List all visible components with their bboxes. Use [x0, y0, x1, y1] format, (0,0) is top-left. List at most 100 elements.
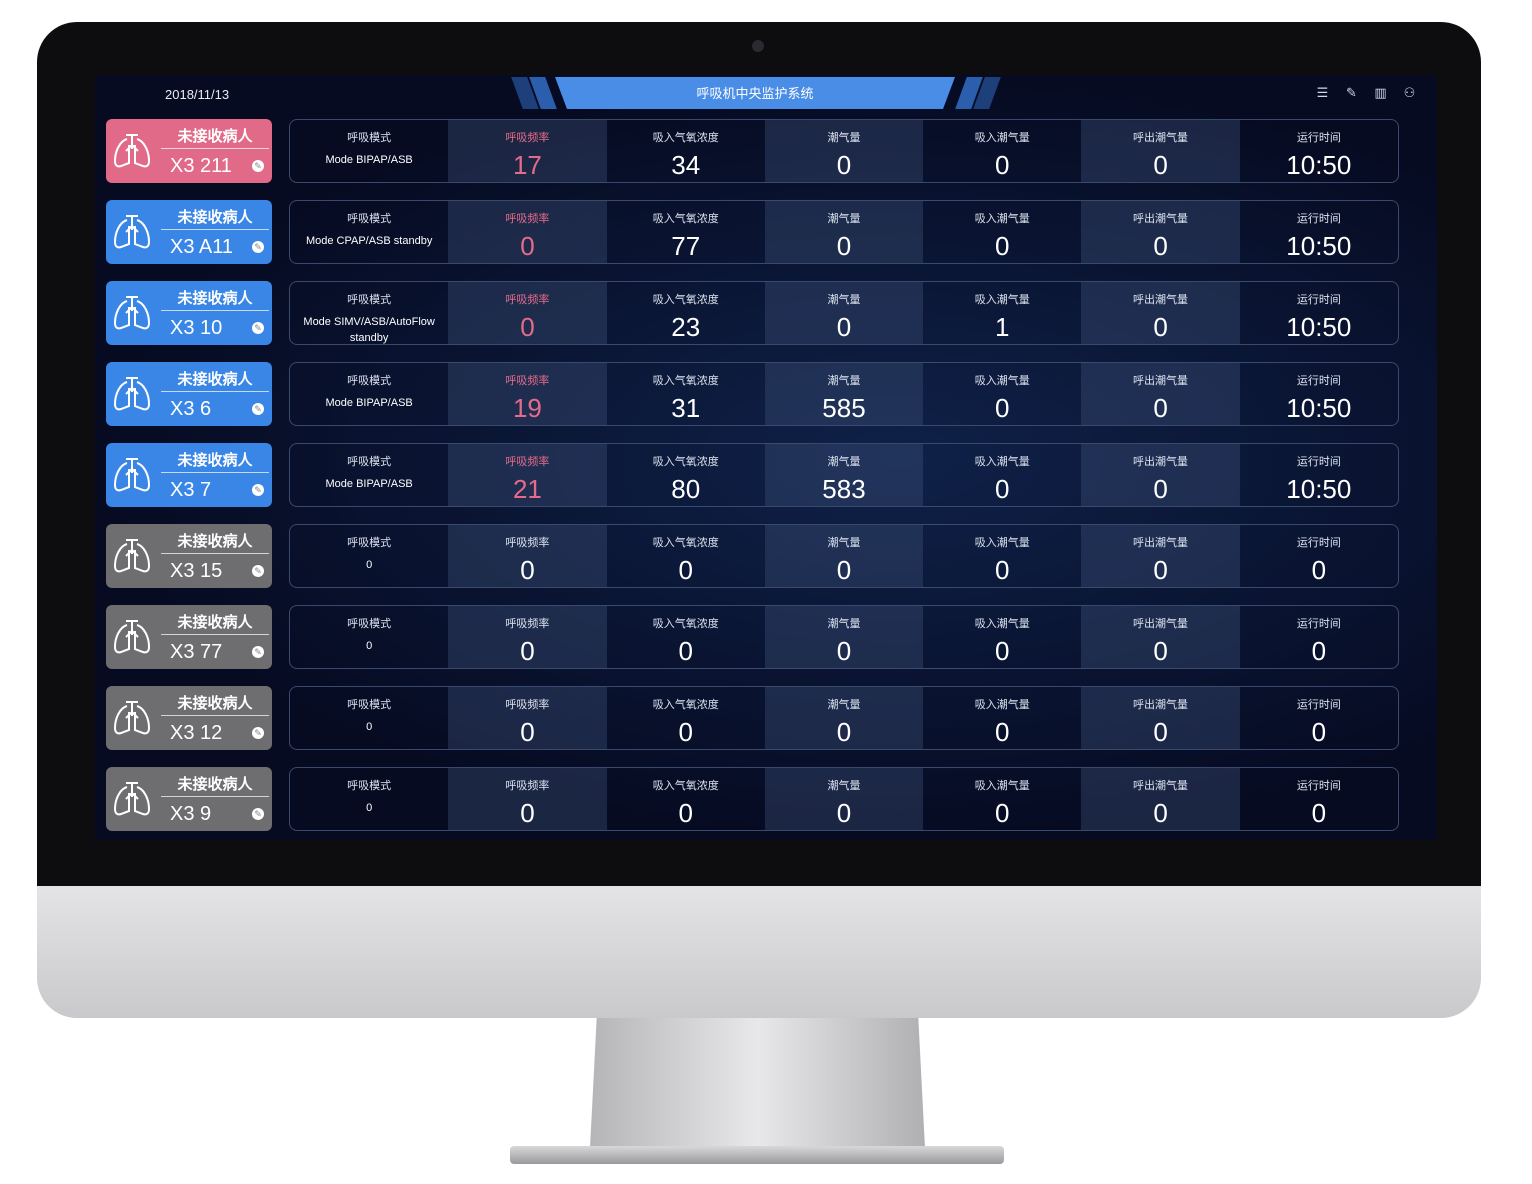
- parameter-cell: 呼出潮气量 0: [1081, 363, 1240, 425]
- parameter-value: 0: [1311, 798, 1327, 828]
- parameter-cell: 潮气量 0: [764, 525, 924, 587]
- lung-icon: [113, 620, 151, 654]
- parameter-label: 潮气量: [827, 537, 861, 549]
- parameter-label: 运行时间: [1296, 699, 1341, 711]
- layout-icon[interactable]: ▥: [1374, 85, 1387, 100]
- breathing-mode: Mode CPAP/ASB standby: [305, 235, 433, 247]
- edit-icon[interactable]: ✎: [252, 808, 264, 820]
- parameter-label: 呼吸频率: [505, 213, 550, 225]
- patient-card[interactable]: 未接收病人 X3 10 ✎: [106, 281, 272, 345]
- parameter-value: 0: [995, 555, 1010, 585]
- parameter-label: 呼吸频率: [505, 132, 550, 144]
- patient-card[interactable]: 未接收病人 X3 6 ✎: [106, 362, 272, 426]
- parameter-table: 呼吸模式 0 呼吸频率 0 吸入气氧浓度 0 潮气量 0 吸入潮气量 0 呼出潮气量 0 运行时间 0: [289, 524, 1399, 588]
- edit-icon[interactable]: ✎: [252, 322, 264, 334]
- edit-icon[interactable]: ✎: [252, 241, 264, 253]
- parameter-cell: 呼吸模式 0: [290, 687, 448, 749]
- user-icon[interactable]: ⚇: [1403, 85, 1416, 100]
- patient-status: 未接收病人: [177, 695, 253, 712]
- parameter-value: 0: [836, 150, 852, 180]
- breathing-mode: Mode SIMV/ASB/AutoFlow standby: [303, 316, 435, 344]
- parameter-label: 呼出潮气量: [1133, 213, 1189, 225]
- device-id: X3 9: [170, 803, 212, 825]
- edit-icon[interactable]: ✎: [1346, 85, 1357, 100]
- parameter-value: 0: [1153, 474, 1168, 504]
- parameter-value: 10:50: [1286, 474, 1352, 504]
- monitor-row[interactable]: 未接收病人 X3 12 ✎ 呼吸模式 0 呼吸频率 0 吸入气氧浓度 0 潮气量 0 吸入潮气量 0 呼出…: [106, 686, 1399, 750]
- monitor-row[interactable]: 未接收病人 X3 6 ✎ 呼吸模式 Mode BIPAP/ASB 呼吸频率 19 吸入气氧浓度…: [106, 362, 1399, 426]
- monitor-row[interactable]: 未接收病人 X3 A11 ✎ 呼吸模式 Mode CPAP/ASB standby 呼吸频…: [106, 200, 1399, 264]
- monitor-row[interactable]: 未接收病人 X3 77 ✎ 呼吸模式 0 呼吸频率 0 吸入气氧浓度 0 潮气量 0 吸入潮气量 0 呼出…: [106, 605, 1399, 669]
- parameter-value: 0: [1153, 555, 1168, 585]
- breathing-mode: Mode BIPAP/ASB: [325, 397, 413, 409]
- parameter-cell: 运行时间 0: [1240, 525, 1398, 587]
- device-id: X3 15: [170, 560, 223, 582]
- parameter-cell: 吸入潮气量 0: [923, 363, 1081, 425]
- monitor-row[interactable]: 未接收病人 X3 7 ✎ 呼吸模式 Mode BIPAP/ASB 呼吸频率 21 吸入气氧浓度…: [106, 443, 1399, 507]
- parameter-cell: 潮气量 0: [764, 768, 924, 830]
- monitor-row[interactable]: 未接收病人 X3 211 ✎ 呼吸模式 Mode BIPAP/ASB 呼吸频率 17 吸入气氧…: [106, 119, 1399, 183]
- parameter-value: 0: [1153, 150, 1168, 180]
- parameter-value: 0: [1311, 555, 1327, 585]
- parameter-cell: 潮气量 0: [764, 282, 924, 344]
- device-id: X3 77: [170, 641, 223, 663]
- monitor-row[interactable]: 未接收病人 X3 9 ✎ 呼吸模式 0 呼吸频率 0 吸入气氧浓度 0 潮气量 0 吸入潮气量 0 呼出潮…: [106, 767, 1399, 831]
- parameter-label: 呼吸频率: [505, 699, 550, 711]
- patient-status: 未接收病人: [177, 290, 253, 307]
- parameter-value: 0: [836, 231, 852, 261]
- parameter-label: 吸入潮气量: [974, 780, 1030, 792]
- edit-icon[interactable]: ✎: [252, 403, 264, 415]
- patient-card[interactable]: 未接收病人 X3 A11 ✎: [106, 200, 272, 264]
- parameter-cell: 呼出潮气量 0: [1081, 444, 1240, 506]
- parameter-cell: 吸入气氧浓度 0: [607, 525, 765, 587]
- lung-icon: [113, 215, 151, 249]
- device-id: X3 A11: [170, 236, 234, 258]
- parameter-label: 呼吸模式: [347, 294, 392, 306]
- parameter-value: 31: [671, 393, 701, 423]
- patient-card[interactable]: 未接收病人 X3 9 ✎: [106, 767, 272, 831]
- parameter-table: 呼吸模式 0 呼吸频率 0 吸入气氧浓度 0 潮气量 0 吸入潮气量 0 呼出潮气量 0 运行时间 0: [289, 605, 1399, 669]
- parameter-value: 1: [995, 312, 1010, 342]
- edit-icon[interactable]: ✎: [252, 484, 264, 496]
- parameter-label: 运行时间: [1296, 294, 1341, 306]
- monitor-row[interactable]: 未接收病人 X3 10 ✎ 呼吸模式 Mode SIMV/ASB/AutoFlow st…: [106, 281, 1399, 345]
- parameter-value: 34: [671, 150, 701, 180]
- edit-icon[interactable]: ✎: [252, 727, 264, 739]
- parameter-cell: 吸入潮气量 0: [923, 444, 1081, 506]
- parameter-label: 呼吸频率: [505, 537, 550, 549]
- edit-icon[interactable]: ✎: [252, 646, 264, 658]
- parameter-value: 0: [1153, 312, 1168, 342]
- edit-icon[interactable]: ✎: [252, 160, 264, 172]
- parameter-value: 0: [1311, 717, 1327, 747]
- edit-icon[interactable]: ✎: [252, 565, 264, 577]
- parameter-cell: 呼吸频率 0: [448, 606, 607, 668]
- parameter-cell: 吸入气氧浓度 0: [607, 687, 765, 749]
- parameter-label: 吸入潮气量: [974, 699, 1030, 711]
- patient-card[interactable]: 未接收病人 X3 15 ✎: [106, 524, 272, 588]
- parameter-value: 17: [512, 150, 542, 180]
- parameter-label: 呼吸模式: [347, 780, 392, 792]
- patient-card[interactable]: 未接收病人 X3 12 ✎: [106, 686, 272, 750]
- parameter-table: 呼吸模式 Mode BIPAP/ASB 呼吸频率 21 吸入气氧浓度 80 潮气量 583 吸入…: [289, 443, 1399, 507]
- page-title: 呼吸机中央监护系统: [555, 77, 955, 109]
- patient-card[interactable]: 未接收病人 X3 211 ✎: [106, 119, 272, 183]
- parameter-value: 0: [836, 555, 852, 585]
- monitor-row[interactable]: 未接收病人 X3 15 ✎ 呼吸模式 0 呼吸频率 0 吸入气氧浓度 0 潮气量 0 吸入潮气量 0 呼出…: [106, 524, 1399, 588]
- list-icon[interactable]: ☰: [1316, 85, 1329, 100]
- device-id: X3 12: [170, 722, 223, 744]
- parameter-value: 10:50: [1286, 312, 1352, 342]
- monitor-chin: [37, 886, 1481, 1018]
- parameter-value: 0: [1153, 231, 1168, 261]
- parameter-cell: 潮气量 0: [764, 606, 924, 668]
- parameter-table: 呼吸模式 0 呼吸频率 0 吸入气氧浓度 0 潮气量 0 吸入潮气量 0 呼出潮气量 0 运行时间 0: [289, 767, 1399, 831]
- patient-card[interactable]: 未接收病人 X3 77 ✎: [106, 605, 272, 669]
- parameter-table: 呼吸模式 Mode CPAP/ASB standby 呼吸频率 0 吸入气氧浓度 77 潮气…: [289, 200, 1399, 264]
- divider: [161, 634, 269, 635]
- breathing-mode: 0: [366, 721, 373, 733]
- device-id: X3 6: [170, 398, 212, 420]
- parameter-cell: 吸入潮气量 0: [923, 606, 1081, 668]
- parameter-value: 0: [1153, 717, 1168, 747]
- patient-card[interactable]: 未接收病人 X3 7 ✎: [106, 443, 272, 507]
- parameter-label: 吸入气氧浓度: [652, 456, 719, 468]
- parameter-value: 77: [671, 231, 701, 261]
